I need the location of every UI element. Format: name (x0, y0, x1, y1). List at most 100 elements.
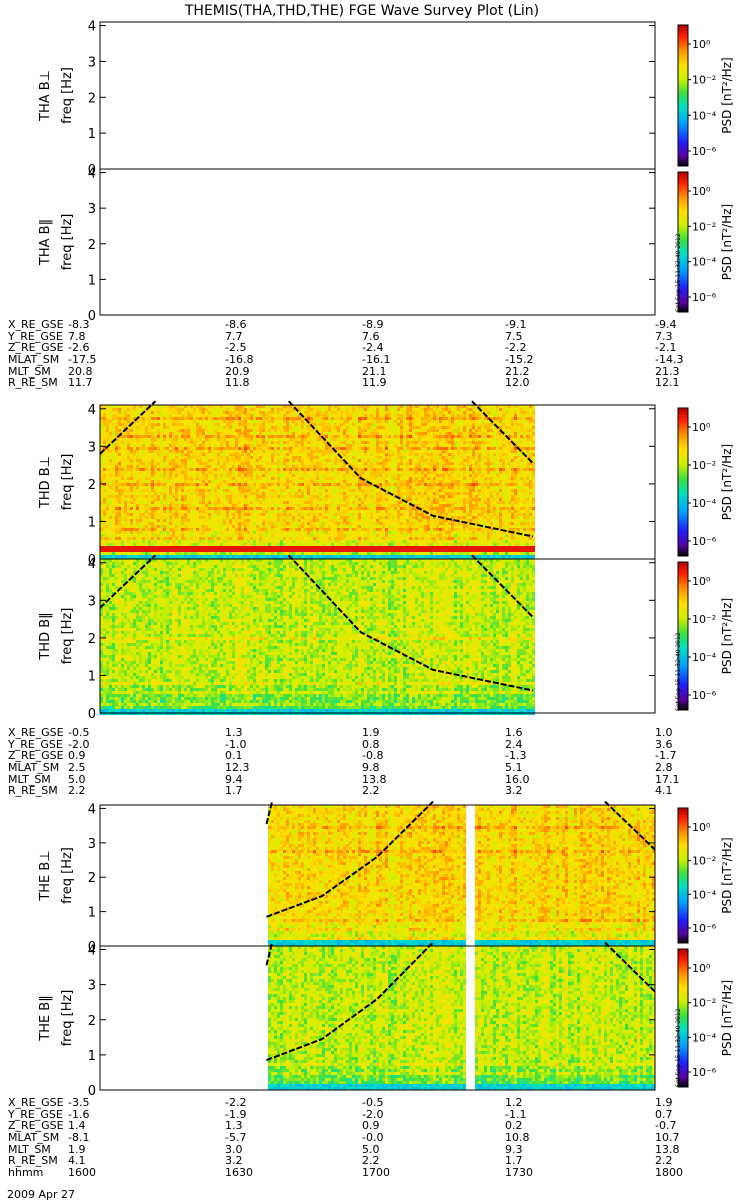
spectrogram-cell (361, 543, 364, 546)
spectrogram-cell (121, 540, 124, 543)
spectrogram-cell (241, 465, 244, 468)
spectrogram-cell (355, 432, 358, 435)
spectrogram-cell (181, 504, 184, 507)
spectrogram-cell (139, 408, 142, 411)
spectrogram-cell (376, 432, 379, 435)
spectrogram-cell (364, 549, 367, 552)
spectrogram-cell (379, 456, 382, 459)
spectrogram-cell (178, 423, 181, 426)
spectrogram-cell (289, 441, 292, 444)
spectrogram-cell (370, 513, 373, 516)
spectrogram-cell (373, 429, 376, 432)
spectrogram-cell (349, 411, 352, 414)
spectrogram-cell (250, 438, 253, 441)
spectrogram-cell (364, 471, 367, 474)
spectrogram-cell (295, 516, 298, 519)
spectrogram-cell (115, 471, 118, 474)
spectrogram-cell (370, 435, 373, 438)
spectrogram-cell (163, 531, 166, 534)
spectrogram-cell (331, 495, 334, 498)
spectrogram-cell (322, 477, 325, 480)
spectrogram-cell (142, 507, 145, 510)
spectrogram-cell (334, 528, 337, 531)
spectrogram-cell (319, 549, 322, 552)
spectrogram-cell (184, 462, 187, 465)
spectrogram-cell (343, 456, 346, 459)
spectrogram-cell (265, 471, 268, 474)
spectrogram-cell (379, 507, 382, 510)
spectrogram-cell (145, 546, 148, 549)
spectrogram-cell (109, 420, 112, 423)
spectrogram-cell (310, 489, 313, 492)
spectrogram-cell (298, 519, 301, 522)
spectrogram-cell (202, 480, 205, 483)
spectrogram-cell (238, 444, 241, 447)
spectrogram-cell (268, 540, 271, 543)
spectrogram-cell (325, 456, 328, 459)
spectrogram-cell (127, 408, 130, 411)
spectrogram-cell (280, 504, 283, 507)
spectrogram-cell (292, 429, 295, 432)
spectrogram-cell (142, 540, 145, 543)
spectrogram-cell (199, 441, 202, 444)
spectrogram-cell (259, 555, 262, 558)
spectrogram-cell (340, 459, 343, 462)
spectrogram-cell (268, 447, 271, 450)
spectrogram-cell (109, 504, 112, 507)
spectrogram-cell (157, 498, 160, 501)
spectrogram-cell (331, 555, 334, 558)
spectrogram-cell (124, 462, 127, 465)
spectrogram-cell (118, 537, 121, 540)
spectrogram-cell (139, 450, 142, 453)
spectrogram-cell (256, 492, 259, 495)
spectrogram-cell (349, 471, 352, 474)
colorbar-tick-label: 10⁰ (692, 38, 711, 51)
spectrogram-cell (166, 423, 169, 426)
spectrogram-cell (343, 549, 346, 552)
spectrogram-cell (352, 417, 355, 420)
spectrogram-cell (382, 456, 385, 459)
spectrogram-cell (379, 534, 382, 537)
spectrogram-cell (307, 543, 310, 546)
spectrogram-cell (316, 417, 319, 420)
spectrogram-cell (280, 480, 283, 483)
spectrogram-cell (349, 498, 352, 501)
spectrogram-cell (187, 546, 190, 549)
spectrogram-cell (334, 522, 337, 525)
spectrogram-cell (241, 546, 244, 549)
spectrogram-cell (106, 435, 109, 438)
spectrogram-cell (184, 543, 187, 546)
spectrogram-cell (130, 426, 133, 429)
spectrogram-cell (340, 420, 343, 423)
spectrogram-cell (301, 423, 304, 426)
spectrogram-cell (208, 438, 211, 441)
spectrogram-cell (154, 453, 157, 456)
spectrogram-cell (172, 540, 175, 543)
spectrogram-cell (322, 456, 325, 459)
spectrogram-cell (169, 468, 172, 471)
spectrogram-cell (295, 459, 298, 462)
spectrogram-cell (262, 453, 265, 456)
spectrogram-cell (223, 504, 226, 507)
spectrogram-cell (328, 528, 331, 531)
spectrogram-cell (268, 450, 271, 453)
spectrogram-cell (193, 510, 196, 513)
spectrogram-cell (118, 483, 121, 486)
spectrogram-cell (352, 489, 355, 492)
spectrogram-cell (175, 459, 178, 462)
spectrogram-cell (181, 438, 184, 441)
spectrogram-cell (166, 465, 169, 468)
spectrogram-cell (130, 429, 133, 432)
spectrogram-cell (166, 555, 169, 558)
spectrogram-cell (373, 426, 376, 429)
spectrogram-cell (226, 528, 229, 531)
spectrogram-cell (202, 453, 205, 456)
spectrogram-cell (268, 483, 271, 486)
spectrogram-cell (349, 546, 352, 549)
spectrogram-cell (199, 411, 202, 414)
spectrogram-cell (292, 540, 295, 543)
spectrogram-cell (313, 486, 316, 489)
spectrogram-cell (226, 462, 229, 465)
spectrogram-cell (268, 549, 271, 552)
spectrogram-cell (244, 486, 247, 489)
